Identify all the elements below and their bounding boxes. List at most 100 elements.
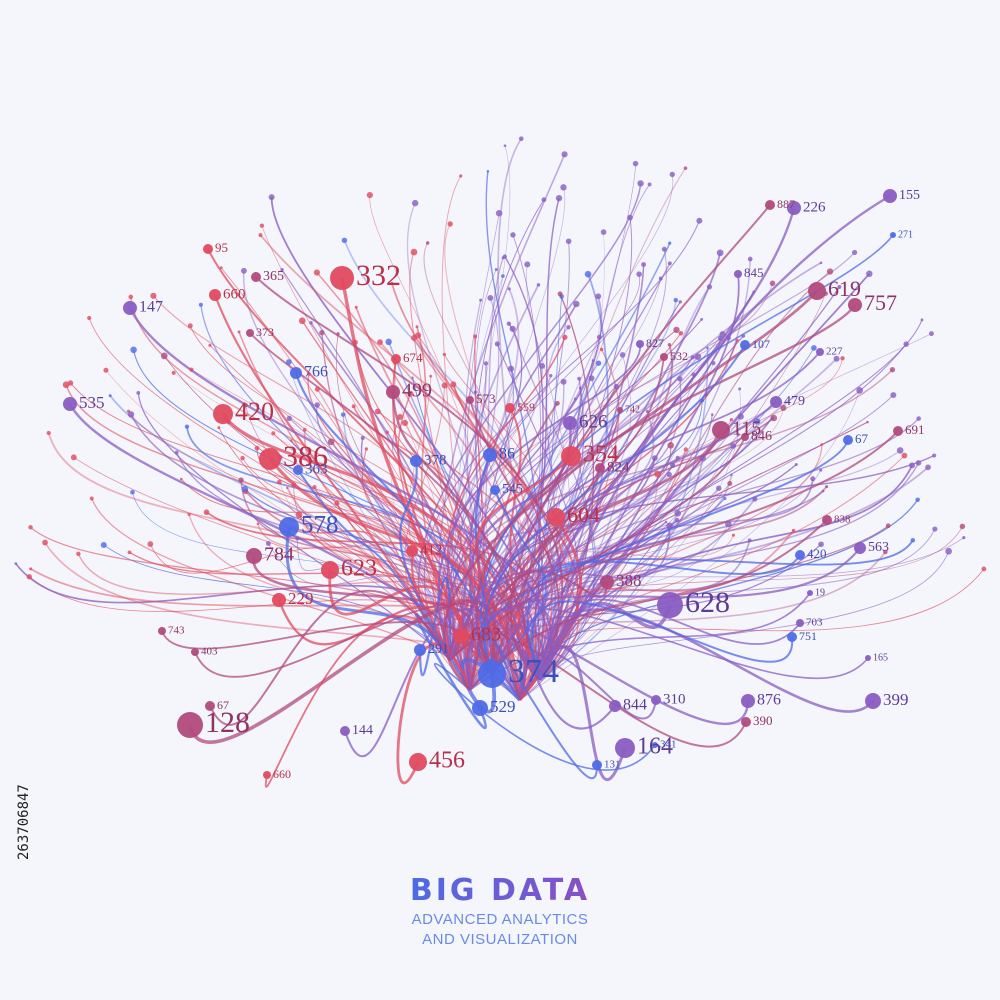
node-dot	[160, 352, 168, 360]
node-label: 660	[223, 286, 246, 302]
node-dot	[667, 261, 672, 266]
node-dot	[453, 628, 469, 644]
node-dot	[577, 376, 581, 381]
node-label: 535	[79, 393, 105, 412]
node-dot	[130, 346, 137, 354]
connection	[464, 300, 521, 701]
node-label: 824	[607, 459, 630, 475]
node-dot	[483, 448, 497, 462]
node-dot	[554, 400, 560, 406]
node-label: 499	[402, 380, 432, 402]
title: BIG DATA	[410, 873, 590, 908]
node-dot	[268, 194, 275, 201]
node-dot	[674, 517, 680, 523]
node-dot	[327, 438, 335, 446]
node-dot	[364, 447, 368, 451]
node-dot	[573, 397, 577, 401]
node-label: 363	[305, 461, 328, 477]
node-label: 604	[567, 502, 600, 527]
node-label: 578	[301, 512, 339, 539]
node-dot	[147, 541, 154, 547]
node-dot	[410, 248, 418, 256]
connection	[469, 592, 811, 691]
node-dot	[341, 237, 348, 244]
node-dot	[510, 232, 516, 238]
node-label: 365	[263, 269, 284, 284]
node-dot	[825, 485, 829, 489]
node-label: 412	[420, 542, 443, 558]
node-dot	[174, 450, 179, 455]
node-dot	[833, 355, 840, 362]
node-label: 115	[732, 418, 761, 440]
node-dot	[661, 246, 667, 252]
node-dot	[89, 496, 94, 501]
node-label: 619	[828, 276, 861, 301]
node-dot	[290, 367, 302, 379]
node-dot	[691, 372, 696, 377]
node-dot	[669, 171, 675, 178]
node-dot	[901, 452, 908, 459]
connection	[128, 307, 553, 681]
node-dot	[816, 348, 824, 356]
node-dot	[473, 390, 477, 394]
node-dot	[826, 268, 834, 275]
node-dot	[854, 542, 866, 554]
node-label: 573	[476, 391, 496, 406]
node-label: 378	[424, 452, 447, 468]
node-label: 784	[264, 544, 294, 566]
node-label: 95	[215, 240, 228, 255]
node-dot	[187, 512, 191, 517]
node-dot	[668, 241, 672, 245]
node-dot	[127, 411, 135, 418]
connection	[207, 248, 541, 681]
connection	[447, 457, 679, 661]
node-dot	[171, 370, 176, 375]
node-dot	[747, 538, 752, 543]
node-dot	[291, 482, 297, 488]
node-dot	[411, 199, 419, 207]
connection	[468, 401, 777, 691]
node-dot	[562, 334, 568, 340]
node-dot	[472, 700, 488, 716]
node-dot	[198, 302, 203, 307]
node-dot	[415, 325, 419, 329]
node-dot	[890, 392, 897, 399]
node-dot	[808, 282, 826, 300]
connection	[483, 344, 746, 675]
connection	[259, 234, 569, 681]
node-dot	[293, 465, 303, 475]
node-label: 420	[807, 546, 827, 561]
node-dot	[915, 460, 922, 466]
node-label: 887	[777, 197, 795, 211]
connection	[343, 240, 556, 681]
connection	[444, 223, 547, 681]
node-dot	[518, 136, 524, 141]
node-dot	[494, 267, 498, 272]
node-dot	[479, 298, 483, 302]
node-dot	[425, 241, 430, 245]
node-dot	[241, 485, 249, 493]
connection	[531, 600, 794, 681]
node-dot	[555, 194, 563, 202]
node-label: 683	[471, 624, 501, 646]
connection	[433, 663, 656, 771]
node-dot	[100, 541, 107, 548]
node-dot	[524, 261, 531, 268]
node-dot	[667, 442, 674, 449]
node-dot	[62, 381, 70, 389]
node-label: 532	[670, 349, 688, 363]
node-dot	[700, 317, 704, 321]
node-label: 403	[201, 646, 218, 658]
node-dot	[414, 644, 426, 656]
node-dot	[810, 476, 816, 482]
node-dot	[683, 447, 689, 452]
node-label: 399	[883, 690, 909, 709]
node-dot	[240, 455, 245, 461]
node-dot	[279, 517, 299, 537]
connection	[518, 649, 616, 730]
node-dot	[675, 455, 680, 460]
node-dot	[259, 223, 265, 228]
node-dot	[271, 431, 276, 436]
node-dot	[447, 221, 453, 227]
